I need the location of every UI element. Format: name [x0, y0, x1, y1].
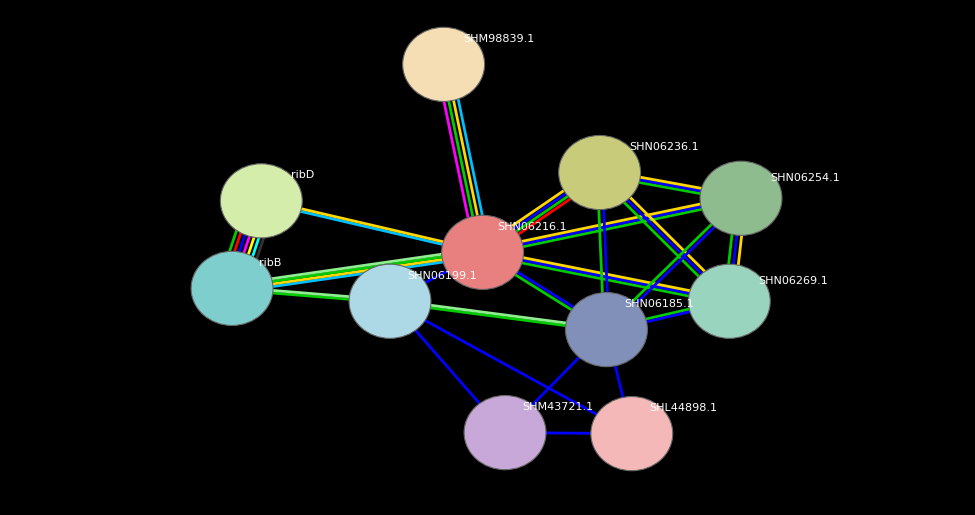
Text: SHN06269.1: SHN06269.1	[759, 276, 829, 286]
Ellipse shape	[559, 135, 641, 210]
Ellipse shape	[220, 164, 302, 238]
Ellipse shape	[591, 397, 673, 471]
Text: ribB: ribB	[259, 258, 282, 268]
Ellipse shape	[403, 27, 485, 101]
Text: SHM43721.1: SHM43721.1	[523, 402, 594, 412]
Text: ribD: ribD	[291, 170, 314, 180]
Text: SHL44898.1: SHL44898.1	[649, 403, 718, 413]
Ellipse shape	[688, 264, 770, 338]
Ellipse shape	[464, 396, 546, 470]
Text: SHN06236.1: SHN06236.1	[629, 142, 698, 152]
Text: SHN06216.1: SHN06216.1	[497, 222, 566, 232]
Ellipse shape	[700, 161, 782, 235]
Text: SHN06254.1: SHN06254.1	[770, 173, 840, 183]
Text: SHN06185.1: SHN06185.1	[624, 299, 693, 309]
Ellipse shape	[566, 293, 647, 367]
Text: SHN06199.1: SHN06199.1	[408, 271, 478, 281]
Ellipse shape	[191, 251, 273, 325]
Text: SHM98839.1: SHM98839.1	[463, 34, 534, 44]
Ellipse shape	[442, 215, 524, 289]
Ellipse shape	[349, 264, 431, 338]
